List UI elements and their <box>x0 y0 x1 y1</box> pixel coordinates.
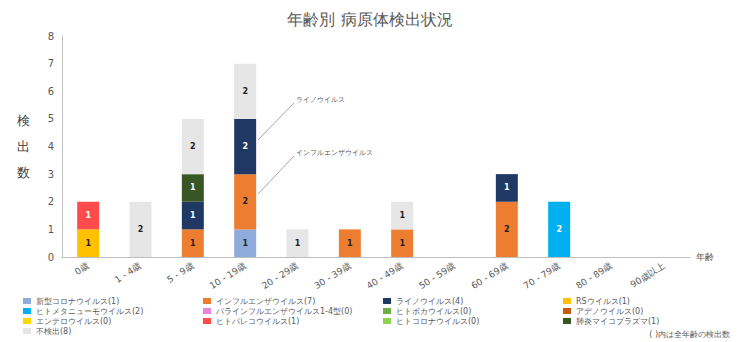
svg-text:年齢: 年齢 <box>696 252 714 262</box>
svg-text:1: 1 <box>190 211 196 220</box>
svg-text:( )内は全年齢の検出数: ( )内は全年齢の検出数 <box>649 330 730 339</box>
svg-text:0: 0 <box>48 252 54 263</box>
svg-text:1: 1 <box>399 211 405 220</box>
svg-text:年齢別 病原体検出状況: 年齢別 病原体検出状況 <box>287 10 452 29</box>
svg-text:数: 数 <box>17 165 30 180</box>
svg-text:6: 6 <box>48 86 54 97</box>
svg-text:40 - 49歳: 40 - 49歳 <box>365 261 405 291</box>
svg-text:2: 2 <box>138 225 144 234</box>
svg-text:不検出(8): 不検出(8) <box>36 327 71 336</box>
svg-text:2: 2 <box>48 196 54 207</box>
svg-text:20 - 29歳: 20 - 29歳 <box>260 261 300 291</box>
svg-text:50 - 59歳: 50 - 59歳 <box>417 261 457 291</box>
svg-text:1: 1 <box>504 183 510 192</box>
svg-text:5 - 9歳: 5 - 9歳 <box>165 261 195 285</box>
svg-text:2: 2 <box>190 142 196 151</box>
svg-text:80 - 89歳: 80 - 89歳 <box>574 261 614 291</box>
svg-text:パラインフルエンザウイルス1-4型(0): パラインフルエンザウイルス1-4型(0) <box>215 307 352 316</box>
svg-text:2: 2 <box>242 87 248 96</box>
svg-text:インフルエンザウイルス: インフルエンザウイルス <box>296 149 373 157</box>
svg-text:7: 7 <box>48 58 54 69</box>
svg-text:8: 8 <box>48 31 54 42</box>
svg-text:ヒトボカウイルス(0): ヒトボカウイルス(0) <box>396 307 471 316</box>
svg-text:1: 1 <box>190 183 196 192</box>
svg-text:2: 2 <box>504 225 510 234</box>
svg-text:4: 4 <box>48 141 54 152</box>
svg-text:2: 2 <box>556 225 562 234</box>
svg-text:出: 出 <box>17 139 30 154</box>
svg-text:ライノウイルス: ライノウイルス <box>296 96 345 104</box>
svg-text:3: 3 <box>48 169 54 180</box>
svg-text:5: 5 <box>48 113 54 124</box>
svg-text:2: 2 <box>242 142 248 151</box>
svg-text:ライノウイルス(4): ライノウイルス(4) <box>396 297 463 306</box>
svg-text:1: 1 <box>347 239 353 248</box>
svg-text:ヒトパレコウイルス(1): ヒトパレコウイルス(1) <box>216 317 299 326</box>
svg-text:新型コロナウイルス(1): 新型コロナウイルス(1) <box>36 297 119 306</box>
svg-text:ヒトメタニューモウイルス(2): ヒトメタニューモウイルス(2) <box>36 307 143 316</box>
svg-text:2: 2 <box>242 197 248 206</box>
svg-text:60 - 69歳: 60 - 69歳 <box>470 261 510 291</box>
svg-text:1: 1 <box>85 239 91 248</box>
svg-text:90歳以上: 90歳以上 <box>629 261 667 290</box>
svg-text:1: 1 <box>190 239 196 248</box>
svg-text:70 - 79歳: 70 - 79歳 <box>522 261 562 291</box>
svg-text:肺炎マイコプラズマ(1): 肺炎マイコプラズマ(1) <box>576 317 659 326</box>
svg-text:RSウイルス(1): RSウイルス(1) <box>576 297 630 306</box>
svg-text:1: 1 <box>48 224 54 235</box>
svg-text:1: 1 <box>295 239 301 248</box>
svg-text:1 - 4歳: 1 - 4歳 <box>113 261 143 285</box>
svg-text:1: 1 <box>85 211 91 220</box>
svg-text:30 - 39歳: 30 - 39歳 <box>313 261 353 291</box>
svg-text:エンテロウイルス(0): エンテロウイルス(0) <box>36 317 111 326</box>
svg-text:インフルエンザウイルス(7): インフルエンザウイルス(7) <box>216 297 315 306</box>
svg-text:ヒトコロナウイルス(0): ヒトコロナウイルス(0) <box>396 317 479 326</box>
svg-text:検: 検 <box>17 113 30 128</box>
svg-text:1: 1 <box>242 239 248 248</box>
svg-text:アデノウイルス(0): アデノウイルス(0) <box>576 307 643 316</box>
svg-text:0歳: 0歳 <box>73 261 91 277</box>
svg-text:1: 1 <box>399 239 405 248</box>
svg-text:10 - 19歳: 10 - 19歳 <box>208 261 248 291</box>
